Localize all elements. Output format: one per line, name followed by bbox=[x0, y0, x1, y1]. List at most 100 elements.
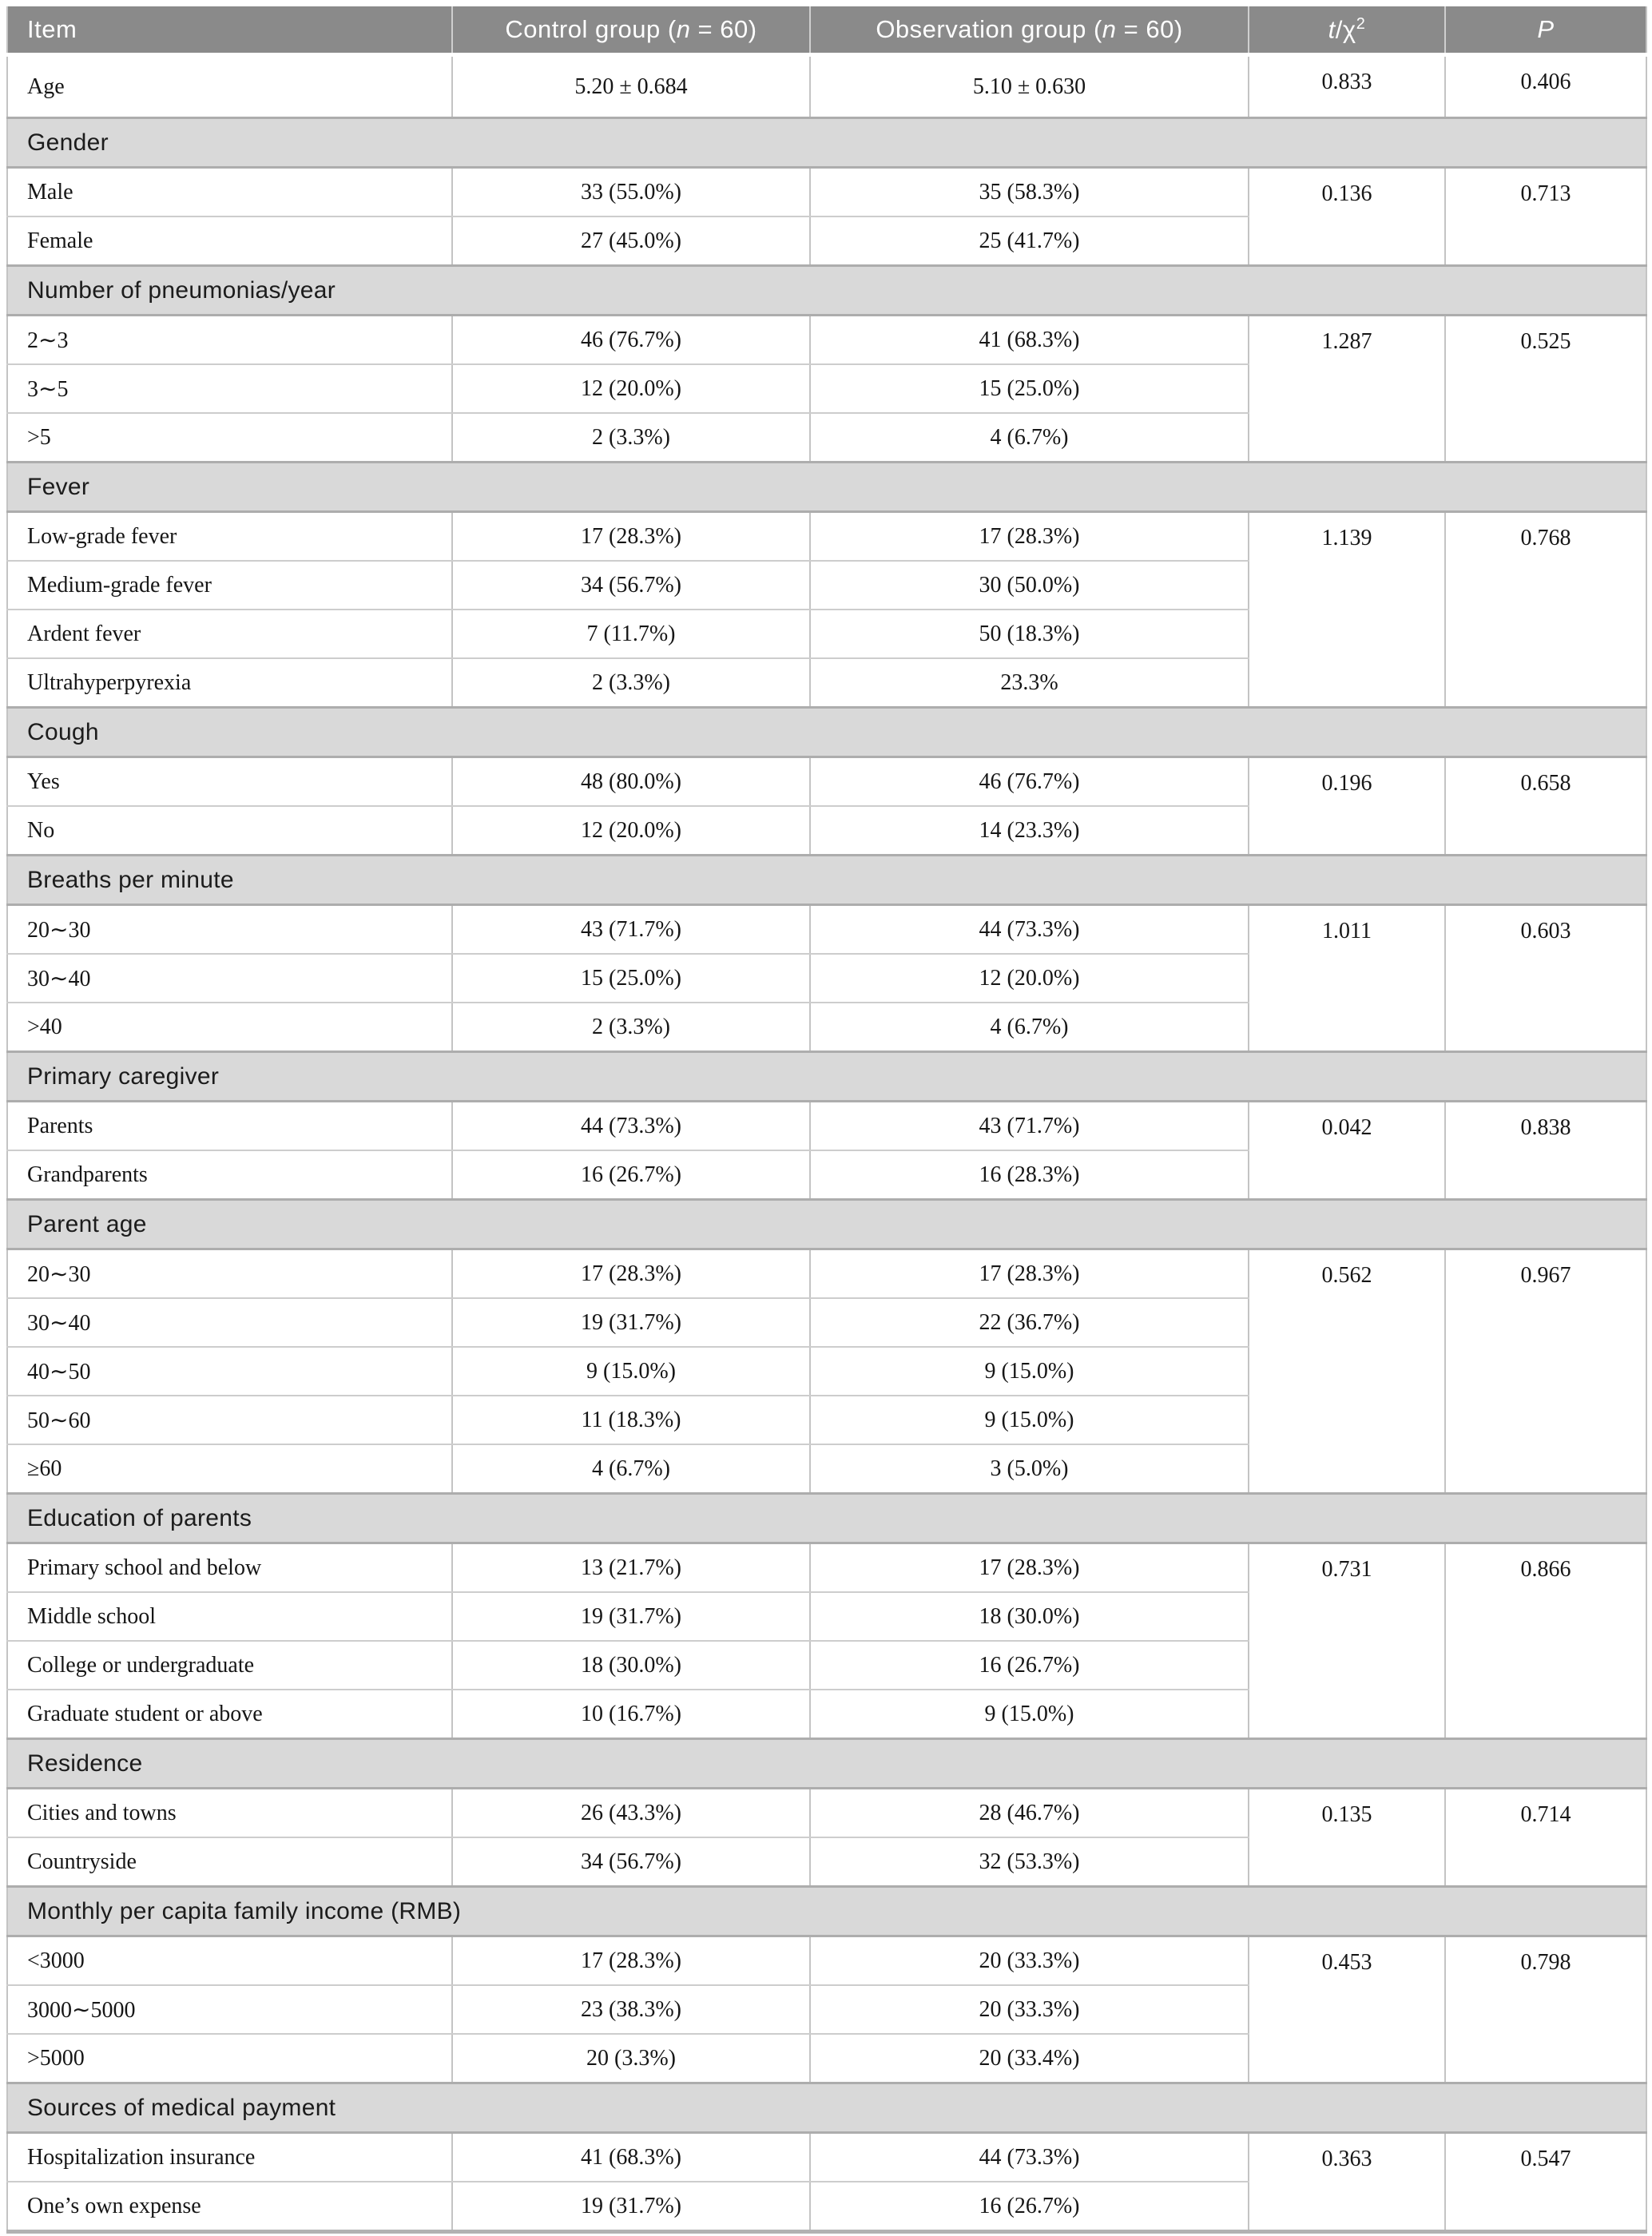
statistic-value-cell: 0.363 bbox=[1249, 2132, 1446, 2233]
item-cell: Age bbox=[7, 54, 453, 119]
item-cell: Cities and towns bbox=[7, 1788, 453, 1838]
table-row: 50∼60 11 (18.3%) 9 (15.0%) bbox=[7, 1396, 1646, 1445]
control-value-cell: 46 (76.7%) bbox=[452, 315, 811, 365]
statistic-value-cell: 1.139 bbox=[1249, 511, 1446, 709]
item-cell: 30∼40 bbox=[7, 954, 453, 1003]
section-label: Fever bbox=[7, 461, 1646, 513]
table-row: Parents 44 (73.3%) 43 (71.7%) 0.042 0.838 bbox=[7, 1101, 1646, 1201]
item-cell: 30∼40 bbox=[7, 1298, 453, 1348]
statistic-value-cell: 0.562 bbox=[1249, 1249, 1446, 1495]
table-header-row: Item Control group (n = 60) Observation … bbox=[7, 6, 1646, 57]
control-value-cell: 34 (56.7%) bbox=[452, 1837, 811, 1888]
observation-value-cell: 44 (73.3%) bbox=[810, 2132, 1249, 2182]
observation-value-cell: 16 (28.3%) bbox=[810, 1150, 1249, 1201]
item-cell: Female bbox=[7, 216, 453, 267]
item-cell: Ultrahyperpyrexia bbox=[7, 658, 453, 709]
table-body: Age 5.20 ± 0.684 5.10 ± 0.630 0.833 0.406 Gen… bbox=[7, 54, 1646, 2233]
table-row: Medium-grade fever 34 (56.7%) 30 (50.0%) bbox=[7, 561, 1646, 610]
item-cell: Ardent fever bbox=[7, 610, 453, 659]
observation-header-suffix: = 60) bbox=[1116, 15, 1183, 43]
control-value-cell: 12 (20.0%) bbox=[452, 806, 811, 856]
observation-value-cell: 5.10 ± 0.630 bbox=[810, 54, 1249, 119]
section-row: Gender bbox=[7, 117, 1646, 169]
observation-value-cell: 17 (28.3%) bbox=[810, 1249, 1249, 1299]
control-value-cell: 2 (3.3%) bbox=[452, 413, 811, 463]
item-cell: >5 bbox=[7, 413, 453, 463]
table-row: 3∼5 12 (20.0%) 15 (25.0%) bbox=[7, 364, 1646, 414]
control-value-cell: 4 (6.7%) bbox=[452, 1444, 811, 1495]
table-row: 3000∼5000 23 (38.3%) 20 (33.3%) bbox=[7, 1985, 1646, 2035]
p-value-cell: 0.713 bbox=[1445, 167, 1646, 267]
section-label: Gender bbox=[7, 117, 1646, 169]
observation-value-cell: 20 (33.4%) bbox=[810, 2034, 1249, 2084]
control-value-cell: 12 (20.0%) bbox=[452, 364, 811, 414]
statistic-value-cell: 0.731 bbox=[1249, 1543, 1446, 1740]
control-value-cell: 15 (25.0%) bbox=[452, 954, 811, 1003]
control-value-cell: 18 (30.0%) bbox=[452, 1641, 811, 1690]
observation-value-cell: 4 (6.7%) bbox=[810, 413, 1249, 463]
control-value-cell: 17 (28.3%) bbox=[452, 1249, 811, 1299]
item-cell: >40 bbox=[7, 1003, 453, 1053]
table-row: Yes 48 (80.0%) 46 (76.7%) 0.196 0.658 bbox=[7, 757, 1646, 856]
statistic-value-cell: 0.196 bbox=[1249, 757, 1446, 856]
control-value-cell: 2 (3.3%) bbox=[452, 1003, 811, 1053]
table-row: Female 27 (45.0%) 25 (41.7%) bbox=[7, 216, 1646, 267]
item-cell: 3000∼5000 bbox=[7, 1985, 453, 2035]
observation-value-cell: 25 (41.7%) bbox=[810, 216, 1249, 267]
observation-value-cell: 14 (23.3%) bbox=[810, 806, 1249, 856]
item-cell: 2∼3 bbox=[7, 315, 453, 365]
observation-value-cell: 50 (18.3%) bbox=[810, 610, 1249, 659]
col-header-item: Item bbox=[7, 6, 453, 57]
control-header-n: n bbox=[676, 15, 691, 43]
table-row: Low-grade fever 17 (28.3%) 17 (28.3%) 1.139… bbox=[7, 511, 1646, 709]
col-header-control-group: Control group (n = 60) bbox=[452, 6, 811, 57]
control-value-cell: 17 (28.3%) bbox=[452, 1936, 811, 1986]
table-row: Age 5.20 ± 0.684 5.10 ± 0.630 0.833 0.406 bbox=[7, 54, 1646, 119]
control-value-cell: 9 (15.0%) bbox=[452, 1347, 811, 1396]
p-header-label: P bbox=[1537, 15, 1555, 43]
table-row: >5 2 (3.3%) 4 (6.7%) bbox=[7, 413, 1646, 463]
item-cell: Grandparents bbox=[7, 1150, 453, 1201]
control-value-cell: 7 (11.7%) bbox=[452, 610, 811, 659]
item-cell: 50∼60 bbox=[7, 1396, 453, 1445]
table-row: Primary school and below 13 (21.7%) 17 (28… bbox=[7, 1543, 1646, 1740]
table-row: Hospitalization insurance 41 (68.3%) 44 (7… bbox=[7, 2132, 1646, 2233]
table-row: Ultrahyperpyrexia 2 (3.3%) 23.3% bbox=[7, 658, 1646, 709]
table-row: 30∼40 15 (25.0%) 12 (20.0%) bbox=[7, 954, 1646, 1003]
table-row: ≥60 4 (6.7%) 3 (5.0%) bbox=[7, 1444, 1646, 1495]
section-row: Number of pneumonias/year bbox=[7, 264, 1646, 316]
control-value-cell: 48 (80.0%) bbox=[452, 757, 811, 807]
statistic-value-cell: 0.042 bbox=[1249, 1101, 1446, 1201]
observation-value-cell: 28 (46.7%) bbox=[810, 1788, 1249, 1838]
table-row: No 12 (20.0%) 14 (23.3%) bbox=[7, 806, 1646, 856]
control-value-cell: 5.20 ± 0.684 bbox=[452, 54, 811, 119]
control-value-cell: 16 (26.7%) bbox=[452, 1150, 811, 1201]
table-row: >40 2 (3.3%) 4 (6.7%) bbox=[7, 1003, 1646, 1053]
observation-value-cell: 9 (15.0%) bbox=[810, 1396, 1249, 1445]
observation-value-cell: 16 (26.7%) bbox=[810, 1641, 1249, 1690]
section-row: Parent age bbox=[7, 1198, 1646, 1250]
statistic-value-cell: 0.453 bbox=[1249, 1936, 1446, 2084]
stat-header-t: t bbox=[1328, 15, 1336, 44]
p-value-cell: 0.838 bbox=[1445, 1101, 1646, 1201]
table-row: 30∼40 19 (31.7%) 22 (36.7%) bbox=[7, 1298, 1646, 1348]
p-value-cell: 0.406 bbox=[1445, 54, 1646, 119]
section-row: Education of parents bbox=[7, 1492, 1646, 1544]
item-cell: 3∼5 bbox=[7, 364, 453, 414]
item-cell: Low-grade fever bbox=[7, 511, 453, 562]
observation-header-n: n bbox=[1102, 15, 1117, 43]
observation-value-cell: 23.3% bbox=[810, 658, 1249, 709]
section-label: Breaths per minute bbox=[7, 854, 1646, 906]
section-label: Parent age bbox=[7, 1198, 1646, 1250]
item-cell: 20∼30 bbox=[7, 1249, 453, 1299]
table-row: Male 33 (55.0%) 35 (58.3%) 0.136 0.713 bbox=[7, 167, 1646, 267]
control-value-cell: 2 (3.3%) bbox=[452, 658, 811, 709]
observation-value-cell: 20 (33.3%) bbox=[810, 1936, 1249, 1986]
item-cell: Graduate student or above bbox=[7, 1690, 453, 1740]
table-row: 40∼50 9 (15.0%) 9 (15.0%) bbox=[7, 1347, 1646, 1396]
section-row: Cough bbox=[7, 706, 1646, 758]
observation-value-cell: 17 (28.3%) bbox=[810, 511, 1249, 562]
observation-value-cell: 44 (73.3%) bbox=[810, 904, 1249, 955]
control-value-cell: 34 (56.7%) bbox=[452, 561, 811, 610]
